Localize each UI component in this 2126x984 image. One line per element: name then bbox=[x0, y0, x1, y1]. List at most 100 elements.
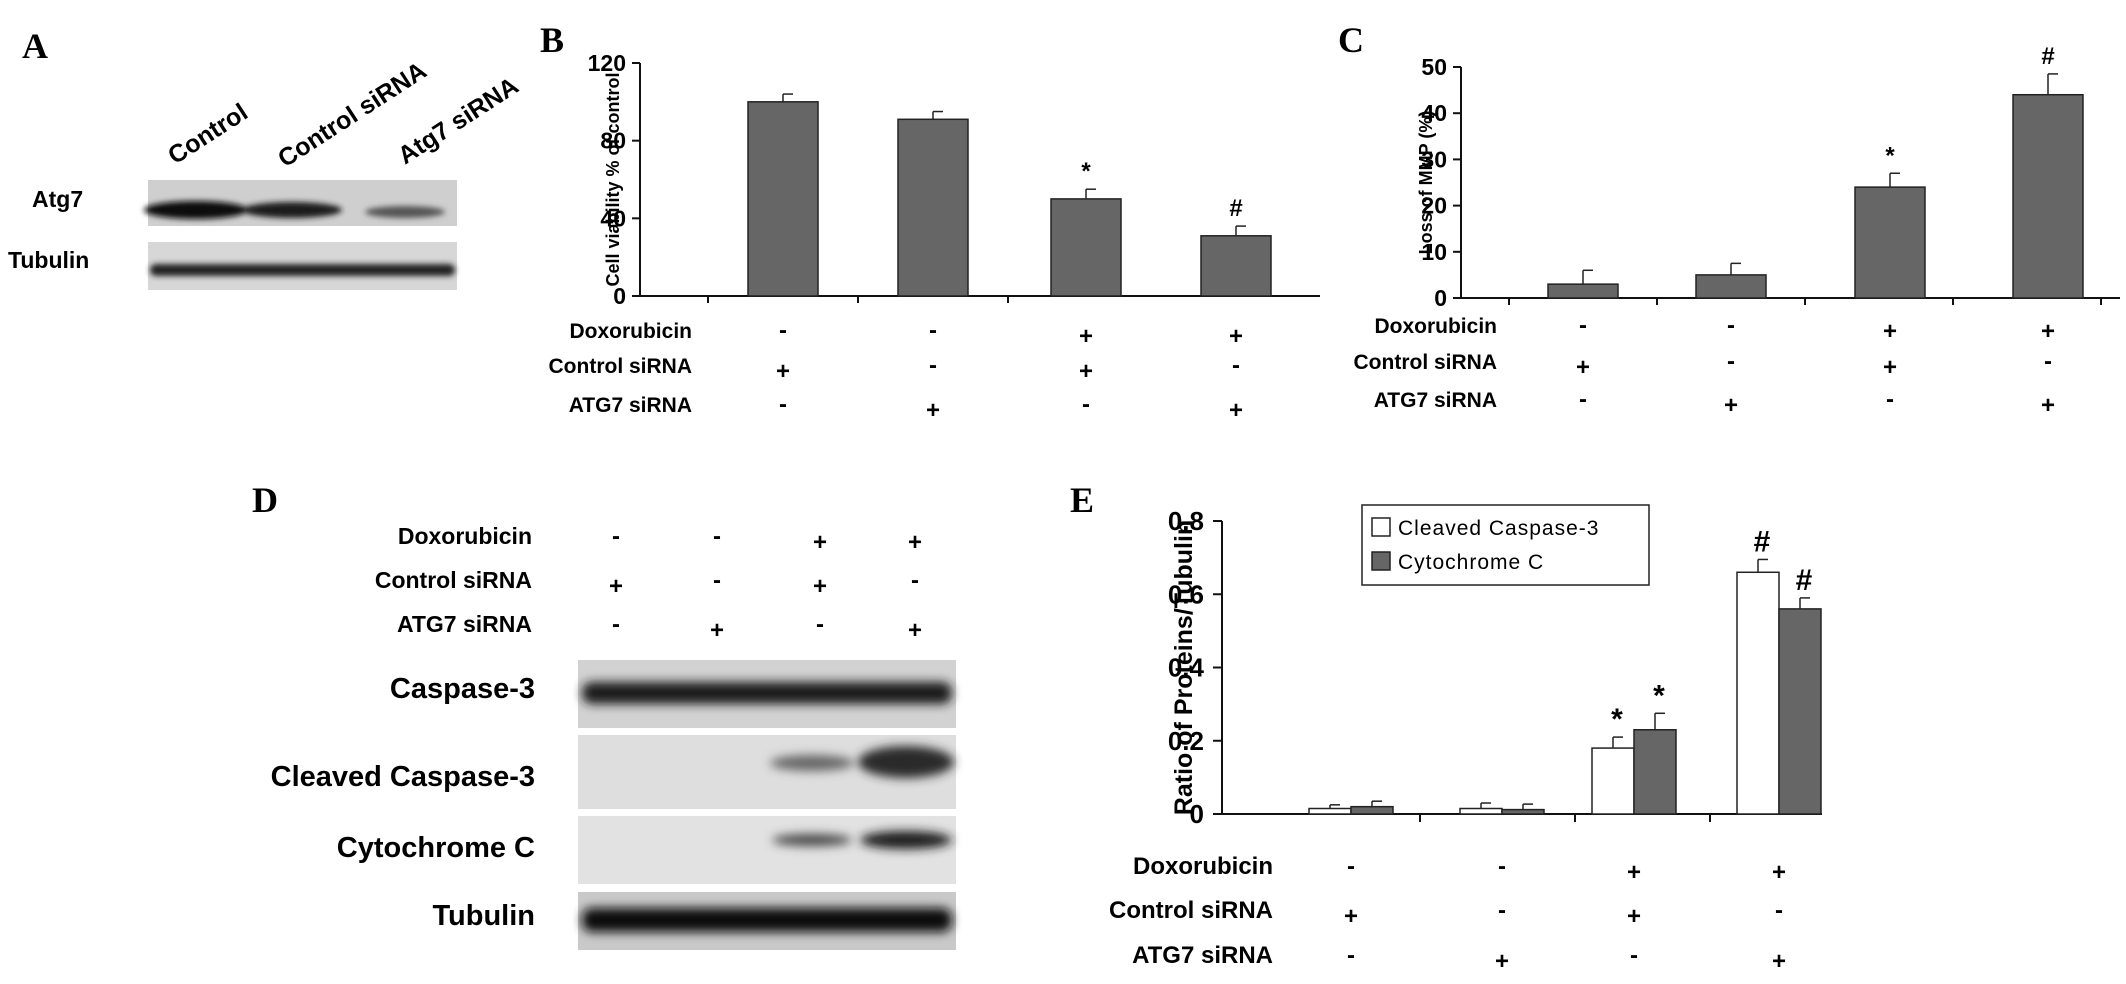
c-y-tick-label: 30 bbox=[1421, 146, 1447, 172]
e-condition-label-control-sirna: Control siRNA bbox=[1109, 897, 1273, 924]
c-y-axis-label: Loss of MMP (%) bbox=[1416, 111, 1436, 255]
c-bar-4 bbox=[2012, 93, 2084, 299]
e-condition-atg7-sirna-2: + bbox=[1495, 948, 1509, 975]
chart-b-cell-viability: 0 40 80 120 * # Cell viability % of control Dox… bbox=[549, 50, 1320, 424]
b-y-tick-label: 120 bbox=[588, 50, 626, 76]
d-label-atg7-sirna: ATG7 siRNA bbox=[397, 611, 532, 637]
e-y-tick-label: 0 bbox=[1190, 799, 1204, 829]
b-condition-atg7-sirna-3: - bbox=[1082, 391, 1090, 418]
e-condition-doxorubicin-1: - bbox=[1347, 853, 1355, 880]
e-y-tick-label: 0.6 bbox=[1168, 579, 1204, 609]
c-annotation-4: # bbox=[2041, 43, 2054, 70]
d-label-doxorubicin: Doxorubicin bbox=[398, 523, 532, 549]
c-condition-label-control-sirna: Control siRNA bbox=[1354, 351, 1498, 374]
c-condition-atg7-sirna-2: + bbox=[1724, 392, 1738, 419]
b-condition-control-sirna-2: - bbox=[929, 352, 937, 379]
d-label-control-sirna: Control siRNA bbox=[375, 567, 532, 593]
c-condition-control-sirna-1: + bbox=[1576, 354, 1590, 381]
e-bar-cleaved-caspase-3-1 bbox=[1308, 807, 1352, 815]
e-bar-cytochrome-c-2 bbox=[1501, 808, 1545, 815]
e-bar-cleaved-caspase-3-4 bbox=[1736, 571, 1780, 815]
blot-row-label-cleaved-caspase-3: Cleaved Caspase-3 bbox=[271, 761, 535, 793]
e-annotation: # bbox=[1754, 525, 1771, 558]
b-condition-atg7-sirna-1: - bbox=[779, 391, 787, 418]
e-bar-cleaved-caspase-3-3 bbox=[1591, 747, 1635, 815]
d-condition-control-sirna-3: + bbox=[813, 573, 827, 600]
e-condition-control-sirna-4: - bbox=[1775, 897, 1783, 924]
c-bar-2 bbox=[1695, 274, 1767, 299]
e-annotation: * bbox=[1653, 679, 1665, 712]
e-legend-label-cytochrome-c: Cytochrome C bbox=[1398, 551, 1544, 574]
chart-e-protein-ratio: 0 0.2 0.4 0.6 0.8 * # * # Ratio of Proteins/Tubul… bbox=[1109, 504, 1822, 975]
panel-letter-e: E bbox=[1070, 480, 1094, 520]
b-condition-doxorubicin-1: - bbox=[779, 317, 787, 344]
e-legend-swatch-cleaved-caspase-3 bbox=[1371, 517, 1391, 537]
c-condition-doxorubicin-1: - bbox=[1579, 312, 1587, 339]
b-bar-4 bbox=[1200, 235, 1272, 297]
d-condition-doxorubicin-2: - bbox=[713, 523, 721, 550]
e-condition-label-doxorubicin: Doxorubicin bbox=[1133, 853, 1273, 880]
e-bar-cleaved-caspase-3-2 bbox=[1459, 807, 1503, 815]
e-condition-doxorubicin-3: + bbox=[1627, 859, 1641, 886]
e-condition-control-sirna-1: + bbox=[1344, 903, 1358, 930]
blot-row-label-tubulin: Tubulin bbox=[8, 247, 89, 273]
d-condition-atg7-sirna-1: - bbox=[612, 611, 620, 638]
b-annotation-3: * bbox=[1081, 158, 1091, 185]
d-condition-control-sirna-1: + bbox=[609, 573, 623, 600]
c-condition-control-sirna-4: - bbox=[2044, 348, 2052, 375]
e-y-tick-label: 0.2 bbox=[1168, 726, 1204, 756]
d-condition-control-sirna-2: - bbox=[713, 567, 721, 594]
e-condition-atg7-sirna-3: - bbox=[1630, 942, 1638, 969]
panel-letter-d: D bbox=[252, 480, 278, 520]
b-condition-label-control-sirna: Control siRNA bbox=[549, 355, 693, 378]
b-bar-2 bbox=[897, 118, 969, 297]
c-condition-label-doxorubicin: Doxorubicin bbox=[1374, 315, 1497, 338]
e-y-tick-label: 0.8 bbox=[1168, 506, 1204, 536]
e-legend-swatch-cytochrome-c bbox=[1371, 551, 1391, 571]
b-condition-doxorubicin-3: + bbox=[1079, 323, 1093, 350]
e-condition-atg7-sirna-4: + bbox=[1772, 948, 1786, 975]
c-condition-doxorubicin-2: - bbox=[1727, 312, 1735, 339]
e-y-axis-label: Ratio of Proteins/Tubulin bbox=[1170, 520, 1198, 815]
c-condition-control-sirna-2: - bbox=[1727, 348, 1735, 375]
c-bar-1 bbox=[1547, 283, 1619, 299]
c-condition-atg7-sirna-1: - bbox=[1579, 386, 1587, 413]
e-annotation: * bbox=[1611, 703, 1623, 736]
b-condition-control-sirna-3: + bbox=[1079, 358, 1093, 385]
b-condition-atg7-sirna-2: + bbox=[926, 397, 940, 424]
e-legend: Cleaved Caspase-3 Cytochrome C bbox=[1361, 504, 1650, 586]
blot-row-label-cytochrome-c: Cytochrome C bbox=[337, 832, 535, 864]
d-condition-atg7-sirna-2: + bbox=[710, 617, 724, 644]
lane-label-control: Control bbox=[163, 98, 253, 170]
e-legend-label-cleaved-caspase-3: Cleaved Caspase-3 bbox=[1398, 517, 1599, 540]
b-bar-1 bbox=[747, 101, 819, 297]
b-condition-control-sirna-1: + bbox=[776, 358, 790, 385]
c-y-tick-label: 40 bbox=[1421, 100, 1447, 126]
d-condition-doxorubicin-4: + bbox=[908, 529, 922, 556]
d-condition-doxorubicin-3: + bbox=[813, 529, 827, 556]
panel-d-blot: Caspase-3 Cleaved Caspase-3 Cytochrome C… bbox=[271, 660, 956, 950]
e-condition-doxorubicin-2: - bbox=[1498, 853, 1506, 880]
c-y-tick-label: 0 bbox=[1434, 285, 1447, 311]
c-y-tick-label: 10 bbox=[1421, 239, 1447, 265]
c-condition-control-sirna-3: + bbox=[1883, 354, 1897, 381]
e-legend-box bbox=[1361, 504, 1650, 586]
c-y-tick-label: 50 bbox=[1421, 54, 1447, 80]
d-condition-atg7-sirna-3: - bbox=[816, 611, 824, 638]
b-bar-3 bbox=[1050, 198, 1122, 297]
c-condition-label-atg7-sirna: ATG7 siRNA bbox=[1374, 389, 1497, 412]
b-condition-atg7-sirna-4: + bbox=[1229, 397, 1243, 424]
panel-letter-a: A bbox=[22, 26, 48, 66]
e-condition-label-atg7-sirna: ATG7 siRNA bbox=[1132, 942, 1273, 969]
c-condition-atg7-sirna-3: - bbox=[1886, 386, 1894, 413]
d-condition-atg7-sirna-4: + bbox=[908, 617, 922, 644]
d-condition-doxorubicin-1: - bbox=[612, 523, 620, 550]
e-condition-doxorubicin-4: + bbox=[1772, 859, 1786, 886]
b-condition-doxorubicin-2: - bbox=[929, 317, 937, 344]
e-annotation: # bbox=[1796, 564, 1813, 597]
e-condition-control-sirna-2: - bbox=[1498, 897, 1506, 924]
blot-row-label-caspase-3: Caspase-3 bbox=[390, 673, 535, 705]
e-bar-cytochrome-c-4 bbox=[1778, 608, 1822, 815]
b-y-axis-label: Cell viability % of control bbox=[603, 72, 623, 286]
